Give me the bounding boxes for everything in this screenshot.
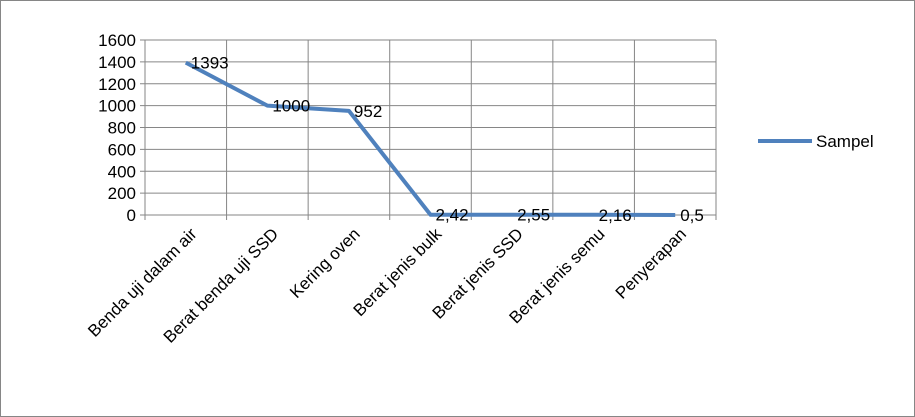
x-tick-label: Penyerapan	[612, 224, 690, 302]
grid-lines	[144, 39, 717, 216]
data-label: 2,16	[599, 206, 632, 225]
data-label: 0,5	[680, 206, 704, 225]
legend-label: Sampel	[816, 132, 874, 151]
series-line	[184, 60, 676, 217]
data-label: 2,55	[517, 206, 550, 225]
y-tick-label: 600	[108, 140, 136, 159]
data-label: 1393	[191, 54, 229, 73]
series-lines	[184, 60, 676, 217]
y-tick-label: 1600	[98, 31, 136, 50]
y-tick-label: 200	[108, 184, 136, 203]
y-tick-label: 1000	[98, 97, 136, 116]
data-labels: 1393 1000 952 2,42 2,55 2,16 0,5	[191, 54, 704, 225]
y-tick-label: 0	[127, 206, 136, 225]
data-label: 1000	[272, 97, 310, 116]
x-tick-label: Kering oven	[286, 224, 364, 302]
data-label: 952	[354, 102, 382, 121]
y-tick-label: 1200	[98, 75, 136, 94]
y-tick-label: 800	[108, 119, 136, 138]
legend: Sampel	[758, 132, 874, 151]
y-tick-labels: 0 200 400 600 800 1000 1200 1400 1600	[98, 31, 136, 225]
y-tick-label: 400	[108, 162, 136, 181]
y-tick-label: 1400	[98, 53, 136, 72]
data-label: 2,42	[436, 206, 469, 225]
